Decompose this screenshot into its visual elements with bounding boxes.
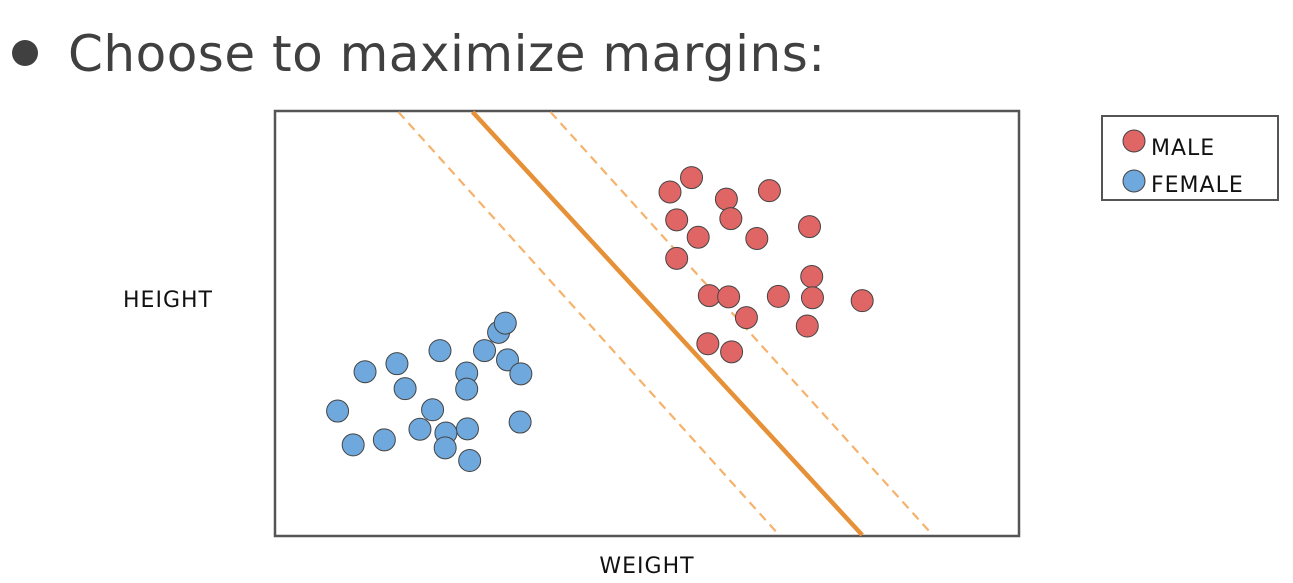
data-point-female — [393, 377, 417, 401]
decision-boundary-line — [470, 110, 864, 537]
data-point-female — [509, 362, 533, 386]
x-axis-label: WEIGHT — [599, 554, 694, 579]
data-point-female — [385, 352, 409, 376]
data-point-female — [455, 377, 479, 401]
data-point-female — [341, 433, 365, 457]
data-point-male — [717, 285, 741, 309]
data-point-male — [696, 332, 720, 356]
data-point-female — [433, 436, 457, 460]
data-point-female — [455, 417, 479, 441]
data-point-male — [720, 340, 744, 364]
plot-area-frame — [273, 109, 1021, 538]
data-point-female — [473, 339, 497, 363]
legend-swatch-male — [1122, 129, 1146, 153]
data-point-female — [428, 339, 452, 363]
data-point-female — [493, 311, 517, 335]
data-point-male — [697, 284, 721, 308]
data-point-female — [372, 428, 396, 452]
data-point-male — [719, 207, 743, 231]
margin-lower-line — [397, 111, 780, 536]
legend: MALE FEMALE — [1101, 115, 1279, 201]
data-point-male — [766, 284, 790, 308]
slide-heading: Choose to maximize margins: — [68, 25, 826, 83]
data-point-female — [326, 399, 350, 423]
data-point-female — [421, 398, 445, 422]
data-point-male — [797, 215, 821, 239]
legend-label-male: MALE — [1151, 136, 1215, 161]
data-point-male — [795, 314, 819, 338]
data-point-male — [686, 225, 710, 249]
data-point-male — [850, 289, 874, 313]
data-point-female — [353, 360, 377, 384]
data-point-male — [800, 265, 824, 289]
y-axis-label: HEIGHT — [123, 288, 213, 313]
data-point-male — [714, 187, 738, 211]
legend-label-female: FEMALE — [1151, 173, 1244, 198]
data-point-male — [680, 166, 704, 190]
data-point-male — [745, 226, 769, 250]
data-point-female — [458, 449, 482, 473]
data-point-male — [665, 246, 689, 270]
bullet-point-icon — [12, 40, 38, 66]
data-point-male — [800, 286, 824, 310]
data-point-male — [757, 179, 781, 203]
data-point-female — [496, 348, 520, 372]
legend-swatch-female — [1122, 169, 1146, 193]
data-point-female — [408, 417, 432, 441]
points-layer — [326, 166, 874, 473]
data-point-male — [665, 208, 689, 232]
data-point-male — [658, 180, 682, 204]
data-point-female — [508, 410, 532, 434]
data-point-male — [734, 306, 758, 330]
